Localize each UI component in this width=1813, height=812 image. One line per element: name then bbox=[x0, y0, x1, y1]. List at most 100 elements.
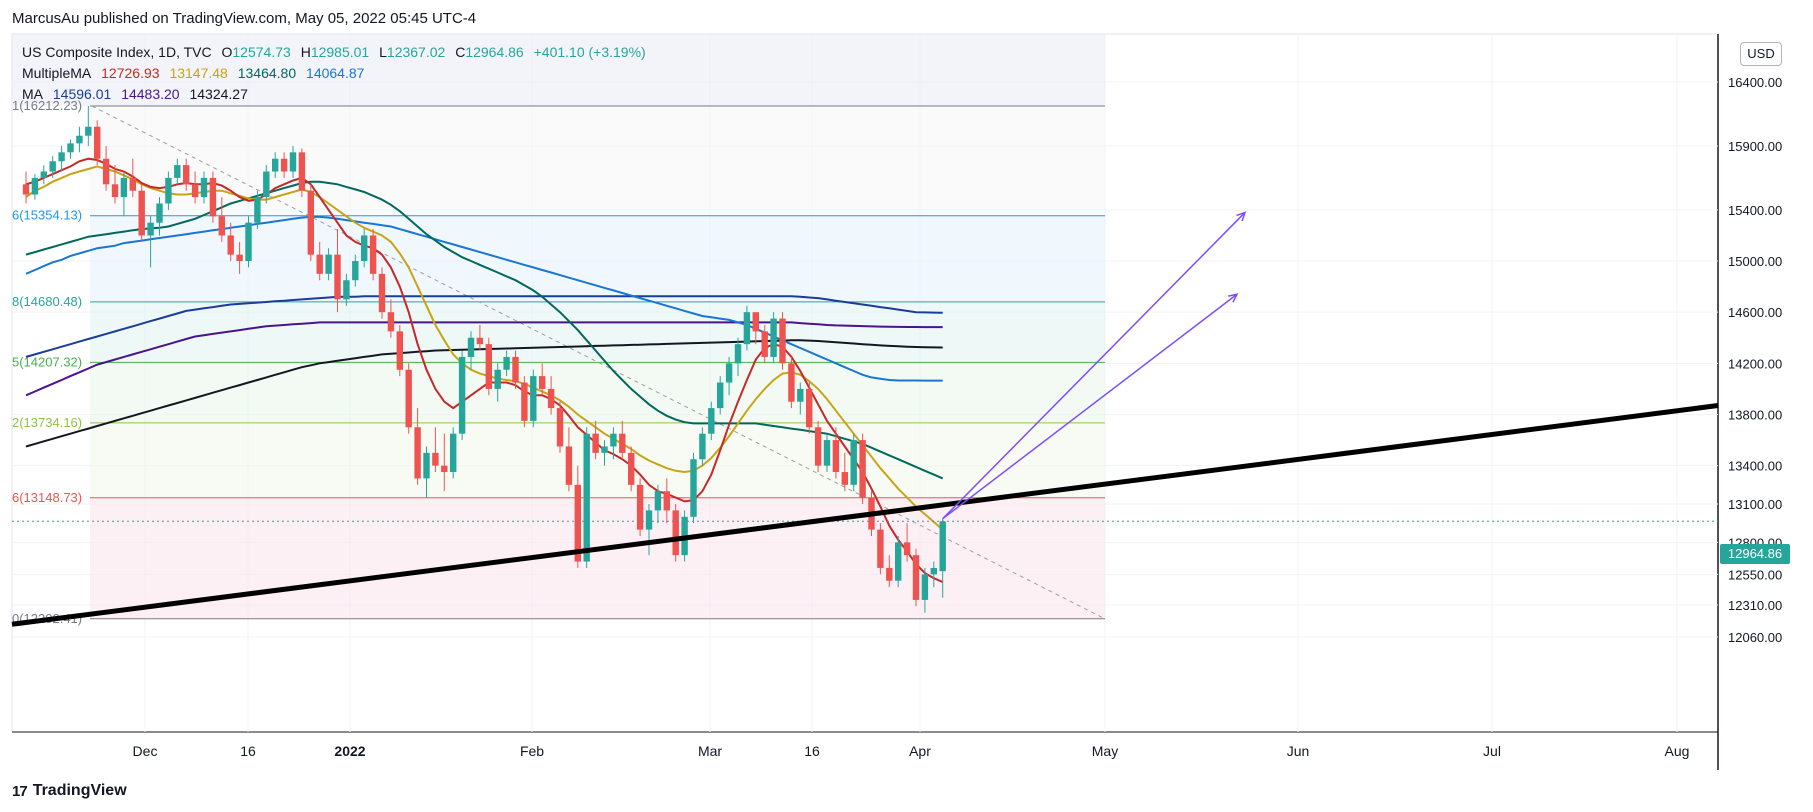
time-tick-label: Aug bbox=[1665, 743, 1690, 759]
candle-body bbox=[432, 452, 439, 466]
candle-body bbox=[183, 165, 190, 185]
candle-body bbox=[280, 158, 288, 172]
candle-body bbox=[49, 161, 56, 172]
ma-red-line bbox=[25, 157, 944, 583]
candle-body bbox=[156, 203, 163, 223]
candle-body bbox=[218, 216, 225, 236]
ma-teal-line bbox=[25, 180, 944, 480]
fib-level-label: 6(13148.73) bbox=[12, 490, 82, 505]
fib-level-label: 2(13734.16) bbox=[12, 415, 82, 430]
price-tick-label: 14600.00 bbox=[1728, 305, 1782, 320]
candle-body bbox=[512, 356, 519, 383]
multiplema-legend: MultipleMA 12726.93 13147.48 13464.80 14… bbox=[22, 65, 370, 81]
price-tick-label: 12310.00 bbox=[1728, 598, 1782, 613]
candle-body bbox=[102, 158, 110, 185]
candle-body bbox=[209, 177, 217, 217]
fib-level-label: 8(14680.48) bbox=[12, 294, 82, 309]
multiplema-label: MultipleMA bbox=[22, 65, 92, 81]
candle-body bbox=[654, 491, 662, 511]
candle-body bbox=[85, 126, 92, 136]
candle-body bbox=[191, 184, 199, 198]
candle-body bbox=[476, 337, 484, 345]
candle-body bbox=[717, 382, 724, 409]
fib-band bbox=[90, 497, 1105, 619]
last-price-tag: 12964.86 bbox=[1720, 544, 1790, 564]
candle-body bbox=[636, 484, 644, 530]
multiplema-v4: 14064.87 bbox=[306, 65, 365, 81]
c-label: C bbox=[455, 44, 466, 60]
ma-black-line bbox=[25, 339, 943, 448]
candle-body bbox=[725, 363, 733, 383]
candle-body bbox=[138, 190, 145, 236]
candle-body bbox=[823, 440, 831, 466]
candle-body bbox=[450, 433, 457, 473]
projection-arrow-line bbox=[942, 211, 1246, 520]
o-label: O bbox=[221, 44, 233, 60]
brand-name: TradingView bbox=[32, 782, 127, 799]
candle-body bbox=[298, 152, 306, 191]
ma-legend: MA 14596.01 14483.20 14324.27 bbox=[22, 86, 254, 102]
change-value: +401.10 (+3.19%) bbox=[533, 44, 646, 60]
ma-navy-line bbox=[25, 295, 943, 358]
price-tick-label: 15900.00 bbox=[1728, 139, 1782, 154]
candle-body bbox=[503, 356, 510, 370]
candle-body bbox=[556, 408, 564, 447]
candle-body bbox=[67, 143, 74, 153]
candle-body bbox=[200, 177, 208, 198]
candle-body bbox=[806, 388, 813, 428]
candle-body bbox=[859, 440, 866, 498]
fib-level-label: 1(16212.23) bbox=[12, 98, 82, 113]
ma-purple-line bbox=[25, 321, 943, 397]
fib-level-label: 5(14207.32) bbox=[12, 354, 82, 369]
candle-body bbox=[352, 261, 359, 281]
low-value: 12367.02 bbox=[386, 44, 446, 60]
price-tick-label: 13400.00 bbox=[1728, 459, 1782, 474]
candle-body bbox=[227, 235, 234, 255]
multiplema-v3: 13464.80 bbox=[237, 65, 297, 81]
candle-body bbox=[174, 165, 181, 178]
candle-body bbox=[921, 574, 929, 600]
candle-body bbox=[22, 184, 30, 195]
candle-body bbox=[236, 254, 243, 262]
candle-body bbox=[565, 446, 573, 485]
candle-body bbox=[752, 312, 759, 332]
candle-body bbox=[903, 542, 911, 556]
price-tick-label: 13800.00 bbox=[1728, 407, 1782, 422]
candle-body bbox=[708, 408, 715, 434]
ma-v3: 14324.27 bbox=[189, 86, 248, 102]
candle-body bbox=[343, 280, 350, 300]
candle-body bbox=[877, 529, 884, 568]
candle-body bbox=[441, 465, 448, 473]
fib-band bbox=[90, 215, 1105, 302]
symbol-legend: US Composite Index, 1D, TVC O12574.73 H1… bbox=[22, 44, 658, 60]
candle-body bbox=[272, 158, 279, 172]
candle-body bbox=[263, 171, 270, 198]
currency-badge[interactable]: USD bbox=[1740, 42, 1782, 66]
price-tick-label: 12550.00 bbox=[1728, 567, 1782, 582]
candle-body bbox=[601, 446, 608, 453]
candle-body bbox=[129, 177, 136, 191]
ma-blue-line bbox=[25, 215, 943, 382]
candle-body bbox=[930, 567, 937, 575]
candle-body bbox=[467, 337, 475, 357]
candle-body bbox=[458, 356, 466, 434]
candle-body bbox=[628, 452, 635, 485]
ohlc-values: O12574.73 H12985.01 L12367.02 C12964.86 … bbox=[222, 44, 652, 60]
candle-body bbox=[788, 363, 795, 402]
price-tick-label: 15400.00 bbox=[1728, 203, 1782, 218]
candle-body bbox=[76, 135, 83, 144]
support-trendline bbox=[11, 403, 1719, 627]
candle-body bbox=[289, 152, 297, 172]
candle-body bbox=[770, 318, 777, 357]
candle-body bbox=[850, 440, 857, 485]
candle-body bbox=[743, 312, 751, 345]
candle-body bbox=[254, 197, 261, 223]
time-tick-label: Apr bbox=[909, 743, 931, 759]
candle-body bbox=[619, 433, 626, 453]
candle-body bbox=[94, 126, 101, 159]
candle-body bbox=[120, 177, 128, 198]
price-tick-label: 13100.00 bbox=[1728, 497, 1782, 512]
candle-body bbox=[58, 152, 65, 162]
footer-brand[interactable]: 17 TradingView bbox=[12, 782, 127, 800]
